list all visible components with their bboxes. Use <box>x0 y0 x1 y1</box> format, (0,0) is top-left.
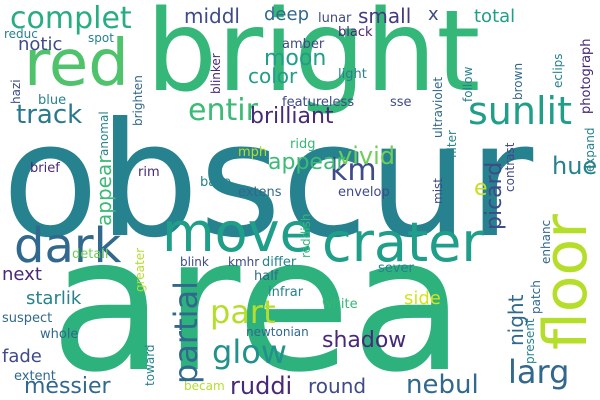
word-hue: appear <box>268 150 346 175</box>
word-ruddi: ruddi <box>230 372 293 400</box>
word-moon: moon <box>264 46 327 71</box>
word-crater: crater <box>322 211 484 274</box>
word-larg: larg <box>508 353 570 391</box>
word-kmhr: kmhr <box>228 255 260 269</box>
word-half: half <box>254 269 279 284</box>
word-greater: greater <box>133 247 147 292</box>
word-glow: glow <box>212 333 287 371</box>
word-sse: sse <box>390 95 412 110</box>
word-round: round <box>308 374 367 398</box>
word-toward: toward <box>143 344 157 386</box>
word-newtonian: newtonian <box>246 325 309 339</box>
word-eclips: eclips <box>551 53 565 88</box>
word-rim: rim <box>138 165 160 180</box>
word-partial: partial <box>167 280 205 384</box>
word-envelop: envelop <box>338 185 390 200</box>
word-reduc: reduc <box>4 27 38 41</box>
word-notic: notic <box>18 34 63 55</box>
word-photograph: photograph <box>579 38 594 114</box>
word-differ: differ <box>262 255 297 270</box>
word-base: base <box>200 175 231 190</box>
word-enhanc: enhanc <box>539 219 553 264</box>
word-area: area <box>50 196 465 400</box>
word-amber: amber <box>282 37 325 52</box>
word-featureless: featureless <box>282 95 355 110</box>
word-vivid: vivid <box>338 142 395 170</box>
word-reddish: reddish <box>299 213 313 258</box>
word-color: color <box>248 64 298 88</box>
word-side: side <box>404 288 441 309</box>
word-contrast: contrast <box>503 142 517 193</box>
word-entir: entir <box>188 93 258 128</box>
word-nebul: nebul <box>406 370 479 400</box>
word-deep: deep <box>264 4 309 25</box>
word-blue: blue <box>38 93 67 108</box>
word-blinker: blinker <box>209 53 223 94</box>
word-sever: sever <box>378 261 414 276</box>
word-move: move <box>162 201 313 264</box>
word-middl: middl <box>184 4 240 28</box>
word-fade: fade <box>2 346 42 367</box>
word-e: e <box>474 176 488 201</box>
word-complet: complet <box>10 1 132 36</box>
word-obscur: obscur <box>2 89 534 273</box>
word-part: part <box>210 293 276 331</box>
word-whole: whole <box>40 327 79 342</box>
word-messier: messier <box>24 374 111 399</box>
word-mist: mist <box>431 178 445 204</box>
word-expand: expand <box>583 127 597 172</box>
word-light: light <box>338 67 367 82</box>
word-next: next <box>2 264 42 285</box>
word-hazi: hazi <box>9 79 23 104</box>
word-shadow: shadow <box>322 328 407 353</box>
word-appear: appear <box>92 155 116 226</box>
word-patch: patch <box>529 280 543 314</box>
word-follow: follow <box>461 66 475 102</box>
word-brown: brown <box>511 62 525 100</box>
word-km: km <box>330 153 377 188</box>
word-extens: extens <box>238 185 282 200</box>
word-becam: becam <box>184 379 225 393</box>
word-black: black <box>338 25 373 40</box>
word-white: white <box>322 297 358 312</box>
word-blink: blink <box>180 255 209 269</box>
word-starlik: starlik <box>26 288 82 309</box>
word-brighten: brighten <box>131 75 145 126</box>
word-ridg: ridg <box>290 137 316 152</box>
word-small: small <box>358 4 412 28</box>
word-suspect: suspect <box>2 311 53 326</box>
word-anomal: anomal <box>97 111 111 156</box>
word-dark: dark <box>14 218 122 274</box>
word-red: red <box>24 27 129 101</box>
word-track: track <box>16 100 83 130</box>
word-filter: filter <box>445 130 459 158</box>
word-present: present <box>523 318 537 364</box>
word-bright: bright <box>146 0 481 117</box>
word-two: hue <box>552 152 598 180</box>
word-mph: mph <box>238 145 268 160</box>
word-total: total <box>474 6 516 27</box>
word-infrar: infrar <box>268 285 304 300</box>
word-sunlit: sunlit <box>468 89 572 133</box>
word-lunar: lunar <box>318 11 352 26</box>
word-extent: extent <box>14 369 56 384</box>
word-spot: spot <box>88 31 114 45</box>
word-brilliant: brilliant <box>250 104 334 129</box>
word-x: x <box>428 4 439 25</box>
word-ultraviolet: ultraviolet <box>431 76 445 138</box>
word-brief: brief <box>30 161 60 176</box>
word-detail: detail <box>72 247 109 262</box>
